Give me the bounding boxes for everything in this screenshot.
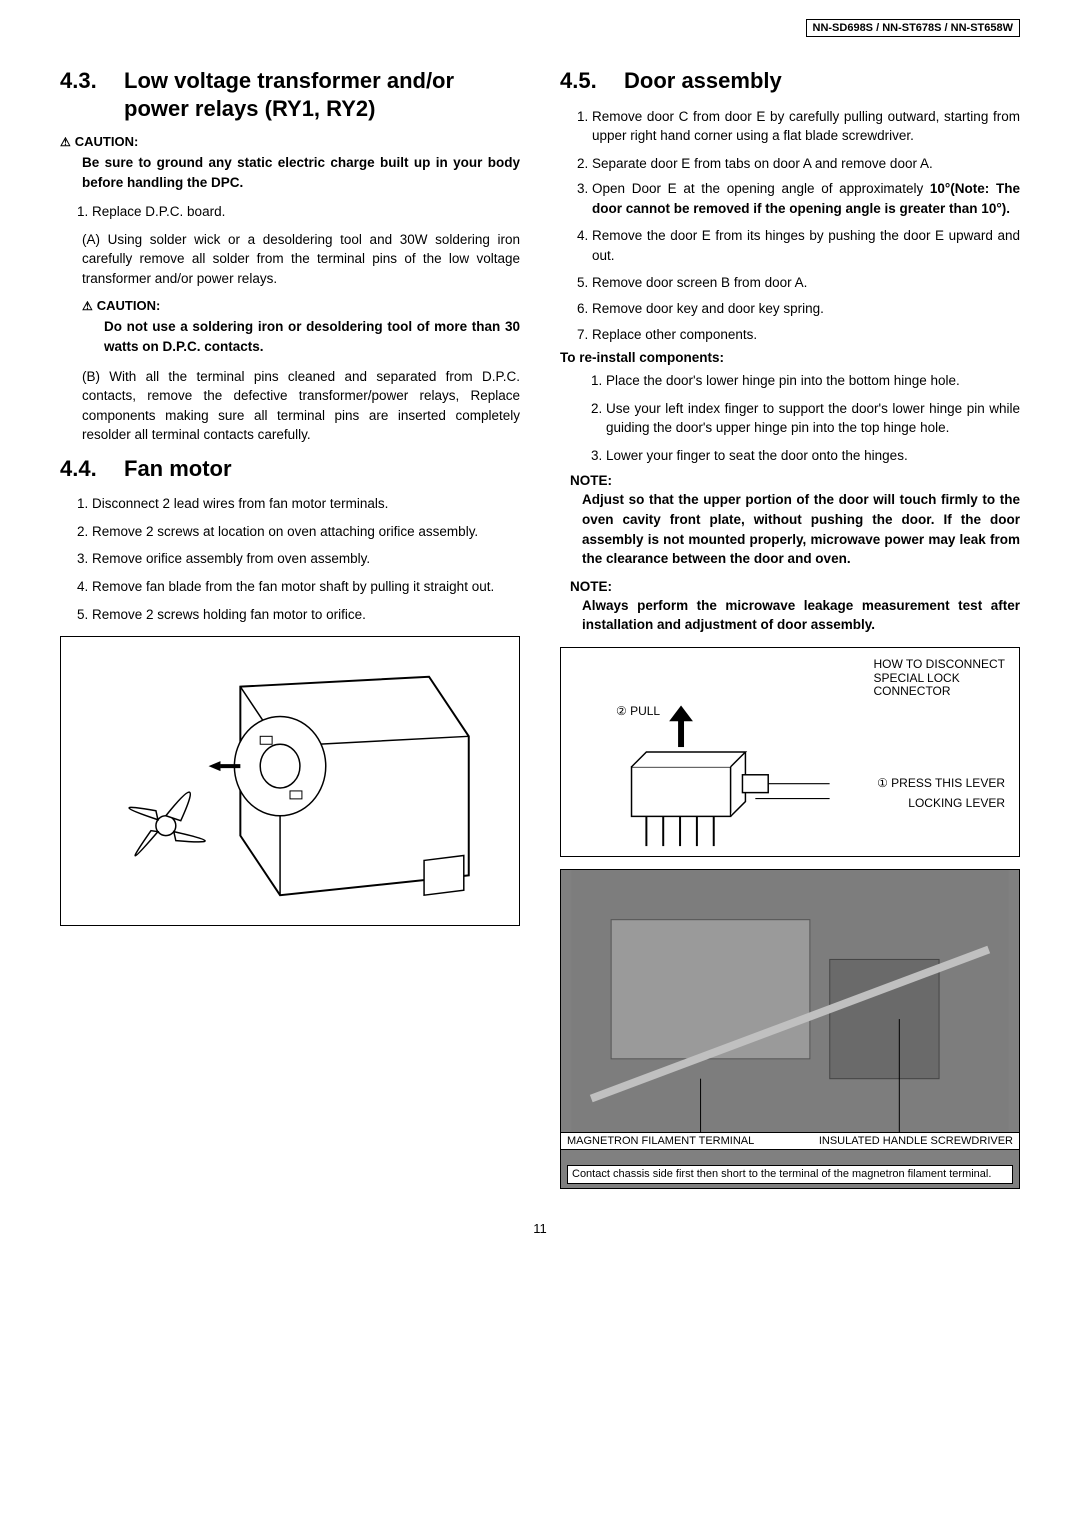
section-4-5-steps: Remove door C from door E by carefully p… <box>578 107 1020 345</box>
reinstall-substeps: Place the door's lower hinge pin into th… <box>592 371 1020 465</box>
step: Remove 2 screws at location on oven atta… <box>92 522 520 542</box>
section-number: 4.3. <box>60 67 124 95</box>
section-4-3-steps: Replace D.P.C. board. <box>78 202 520 222</box>
photo-instruction-box: Contact chassis side first then short to… <box>567 1165 1013 1184</box>
photo-caption-strip: MAGNETRON FILAMENT TERMINAL INSULATED HA… <box>561 1132 1019 1150</box>
step: Replace D.P.C. board. <box>92 202 520 222</box>
section-number: 4.4. <box>60 455 124 483</box>
pull-label: ② PULL <box>616 704 660 718</box>
step: Separate door E from tabs on door A and … <box>592 154 1020 174</box>
fan-motor-diagram <box>61 637 519 925</box>
step: Disconnect 2 lead wires from fan motor t… <box>92 494 520 514</box>
screwdriver-label: INSULATED HANDLE SCREWDRIVER <box>819 1135 1013 1147</box>
step: Replace other components. <box>592 325 1020 345</box>
step: Remove fan blade from the fan motor shaf… <box>92 577 520 597</box>
section-4-4-steps: Disconnect 2 lead wires from fan motor t… <box>78 494 520 624</box>
step: Remove door screen B from door A. <box>592 273 1020 293</box>
caution-label: ⚠CAUTION: <box>60 134 520 149</box>
section-4-3-heading: 4.3. Low voltage transformer and/or powe… <box>60 67 520 122</box>
step: Remove door key and door key spring. <box>592 299 1020 319</box>
model-numbers: NN-SD698S / NN-ST678S / NN-ST658W <box>806 19 1021 37</box>
step: Remove door C from door E by carefully p… <box>592 107 1020 146</box>
content-columns: 4.3. Low voltage transformer and/or powe… <box>60 67 1020 1189</box>
paragraph-b: (B) With all the terminal pins cleaned a… <box>82 367 520 445</box>
page-number: 11 <box>60 1221 1020 1236</box>
substep: Use your left index finger to support th… <box>606 399 1020 438</box>
press-lever-label: ① PRESS THIS LEVER <box>877 776 1005 790</box>
locking-lever-label: LOCKING LEVER <box>908 796 1005 810</box>
substep: Lower your finger to seat the door onto … <box>606 446 1020 466</box>
section-4-5-heading: 4.5. Door assembly <box>560 67 1020 95</box>
section-title: Door assembly <box>624 67 1020 95</box>
reinstall-heading: To re-install components: <box>560 350 1020 365</box>
paragraph-a: (A) Using solder wick or a desoldering t… <box>82 230 520 289</box>
sub-caution-label: ⚠CAUTION: <box>82 298 520 313</box>
step: Remove orifice assembly from oven assemb… <box>92 549 520 569</box>
magnetron-photo-figure: MAGNETRON FILAMENT TERMINAL INSULATED HA… <box>560 869 1020 1189</box>
note-label: NOTE: <box>570 473 1020 488</box>
warning-icon: ⚠ <box>60 135 71 149</box>
fan-motor-figure <box>60 636 520 926</box>
section-number: 4.5. <box>560 67 624 95</box>
note-label: NOTE: <box>570 579 1020 594</box>
note-text: Always perform the microwave leakage mea… <box>582 596 1020 635</box>
left-column: 4.3. Low voltage transformer and/or powe… <box>60 67 520 1189</box>
step: Open Door E at the opening angle of appr… <box>592 179 1020 218</box>
magnetron-terminal-label: MAGNETRON FILAMENT TERMINAL <box>567 1135 754 1147</box>
connector-title: HOW TO DISCONNECT SPECIAL LOCK CONNECTOR <box>873 658 1005 699</box>
note-text: Adjust so that the upper portion of the … <box>582 490 1020 568</box>
step: Remove 2 screws holding fan motor to ori… <box>92 605 520 625</box>
model-header: NN-SD698S / NN-ST678S / NN-ST658W <box>60 18 1020 37</box>
connector-figure: HOW TO DISCONNECT SPECIAL LOCK CONNECTOR… <box>560 647 1020 857</box>
section-4-4-heading: 4.4. Fan motor <box>60 455 520 483</box>
substep: Place the door's lower hinge pin into th… <box>606 371 1020 391</box>
caution-text: Be sure to ground any static electric ch… <box>82 153 520 192</box>
section-title: Fan motor <box>124 455 520 483</box>
right-column: 4.5. Door assembly Remove door C from do… <box>560 67 1020 1189</box>
step: Remove the door E from its hinges by pus… <box>592 226 1020 265</box>
sub-caution-text: Do not use a soldering iron or desolderi… <box>104 317 520 356</box>
warning-icon: ⚠ <box>82 299 93 313</box>
section-title: Low voltage transformer and/or power rel… <box>124 67 520 122</box>
